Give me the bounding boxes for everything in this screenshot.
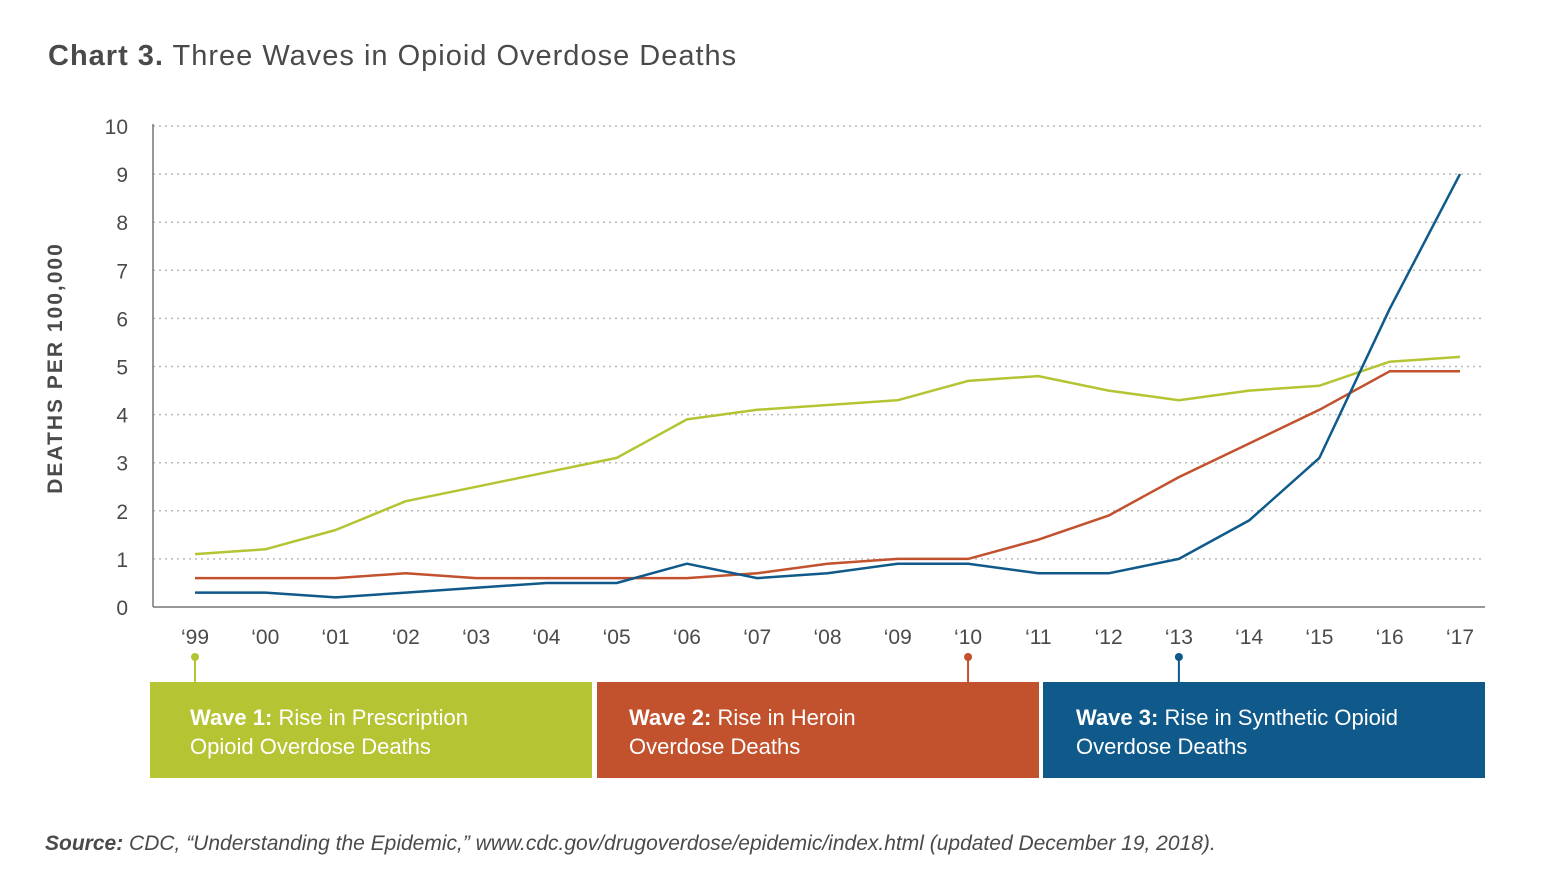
wave-2-line1: Rise in Heroin	[711, 705, 856, 730]
wave-1-label: Wave 1:	[190, 705, 273, 730]
y-tick-label: 8	[116, 212, 128, 235]
x-tick-label: ‘17	[1446, 626, 1474, 649]
wave-3-label: Wave 3:	[1076, 705, 1159, 730]
x-tick-label: ‘08	[813, 626, 841, 649]
wave-3-line1: Rise in Synthetic Opioid	[1158, 705, 1398, 730]
y-tick-label: 3	[116, 453, 128, 476]
y-tick-label: 1	[116, 549, 128, 572]
x-tick-label: ‘05	[603, 626, 631, 649]
wave-1-box: Wave 1: Rise in Prescription Opioid Over…	[150, 682, 592, 778]
y-tick-label: 5	[116, 357, 128, 380]
wave-2-line2: Overdose Deaths	[629, 734, 801, 759]
x-tick-label: ‘07	[743, 626, 771, 649]
wave-2-label: Wave 2:	[629, 705, 712, 730]
y-tick-label: 9	[116, 164, 128, 187]
source-label: Source:	[45, 832, 124, 855]
chart-title: Chart 3. Three Waves in Opioid Overdose …	[48, 40, 737, 73]
x-tick-label: ‘12	[1095, 626, 1123, 649]
wave-2-box: Wave 2: Rise in Heroin Overdose Deaths	[597, 682, 1039, 778]
wave-3-line2: Overdose Deaths	[1076, 734, 1248, 759]
y-tick-label: 2	[116, 501, 128, 524]
wave-3-box: Wave 3: Rise in Synthetic Opioid Overdos…	[1043, 682, 1485, 778]
series-line-synthetic	[195, 173, 1462, 599]
chart-title-text: Three Waves in Opioid Overdose Deaths	[172, 40, 738, 72]
x-tick-label: ‘14	[1235, 626, 1263, 649]
x-tick-label: ‘01	[322, 626, 350, 649]
x-tick-label: ‘10	[954, 626, 982, 649]
x-tick-label: ‘13	[1165, 626, 1193, 649]
y-tick-label: 0	[116, 597, 128, 620]
x-tick-label: ‘03	[462, 626, 490, 649]
x-tick-label: ‘00	[251, 626, 279, 649]
x-tick-label: ‘06	[673, 626, 701, 649]
x-tick-label: ‘16	[1376, 626, 1404, 649]
y-tick-label: 4	[116, 405, 128, 428]
y-axis-label: DEATHS PER 100,000	[44, 242, 67, 494]
x-tick-label: ‘02	[392, 626, 420, 649]
wave-marker-dot	[191, 653, 199, 661]
wave-1-line2: Opioid Overdose Deaths	[190, 734, 431, 759]
source-note: Source: CDC, “Understanding the Epidemic…	[45, 832, 1216, 856]
x-tick-label: ‘09	[884, 626, 912, 649]
series-line-heroin	[195, 370, 1460, 580]
chart-title-prefix: Chart 3.	[48, 40, 164, 72]
x-tick-label: ‘15	[1305, 626, 1333, 649]
y-tick-label: 7	[116, 260, 128, 283]
wave-marker-dot	[964, 653, 973, 661]
wave-marker-dot	[1174, 653, 1183, 661]
wave-1-line1: Rise in Prescription	[272, 705, 468, 730]
x-tick-label: ‘04	[532, 626, 560, 649]
series-line-prescription	[194, 355, 1461, 556]
y-tick-label: 6	[116, 308, 128, 331]
x-tick-label: ‘11	[1025, 626, 1051, 649]
x-tick-label: ‘99	[181, 626, 209, 649]
source-text: CDC, “Understanding the Epidemic,” www.c…	[123, 832, 1216, 855]
y-tick-label: 10	[105, 116, 128, 139]
